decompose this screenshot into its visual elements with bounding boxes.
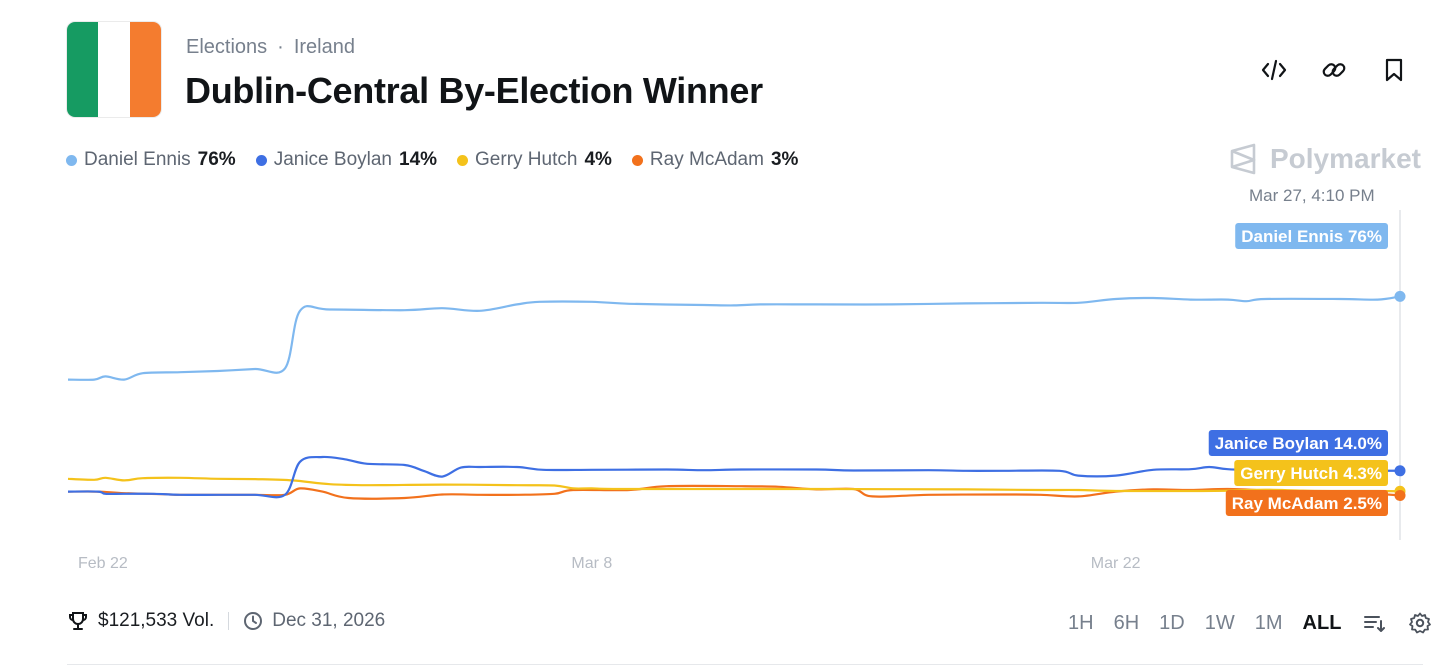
flag-orange-band — [129, 22, 161, 117]
flag-white-band — [98, 22, 130, 117]
header-actions — [1259, 54, 1409, 86]
legend-dot-daniel-ennis — [66, 154, 77, 166]
clock-icon — [244, 612, 263, 630]
series-line-janice-boylan — [67, 455, 1401, 499]
legend-dot-gerry-hutch — [457, 154, 469, 166]
breadcrumb: Elections · Ireland — [186, 36, 355, 59]
end-label-text: Janice Boylan 14.0% — [1215, 434, 1382, 453]
legend-value: 3% — [770, 149, 799, 170]
chart-settings-button[interactable] — [1407, 610, 1433, 636]
range-all[interactable]: ALL — [1302, 611, 1342, 634]
series-end-point-daniel-ennis — [1394, 290, 1406, 302]
legend-item-daniel-ennis[interactable]: Daniel Ennis 76% — [66, 149, 236, 171]
polymarket-watermark: Polymarket — [1228, 143, 1421, 175]
legend-name: Gerry Hutch — [475, 149, 578, 170]
legend-name: Janice Boylan — [273, 149, 392, 170]
volume-stat: $121,533 Vol. — [67, 610, 214, 632]
range-1d[interactable]: 1D — [1159, 611, 1185, 634]
series-end-label-janice-boylan: Janice Boylan 14.0% — [1208, 430, 1388, 456]
breadcrumb-ireland[interactable]: Ireland — [293, 36, 355, 58]
x-tick-label: Mar 8 — [571, 555, 612, 572]
bookmark-button[interactable] — [1379, 54, 1409, 86]
series-end-point-ray-mcadam — [1394, 489, 1406, 501]
polymarket-logo-icon — [1230, 143, 1256, 175]
x-tick-label: Mar 22 — [1091, 555, 1141, 572]
bookmark-icon — [1385, 58, 1403, 82]
series-end-label-gerry-hutch: Gerry Hutch 4.3% — [1234, 460, 1388, 486]
end-label-text: Daniel Ennis 76% — [1241, 227, 1382, 246]
legend-item-ray-mcadam[interactable]: Ray McAdam 3% — [631, 149, 799, 171]
range-1h[interactable]: 1H — [1068, 611, 1094, 634]
series-end-label-daniel-ennis: Daniel Ennis 76% — [1235, 223, 1388, 249]
legend-name: Ray McAdam — [649, 149, 764, 170]
gear-icon — [1409, 612, 1432, 634]
legend-name: Daniel Ennis — [84, 149, 191, 170]
end-date-value: Dec 31, 2026 — [272, 610, 386, 631]
legend-value: 14% — [399, 149, 438, 170]
breadcrumb-separator: · — [277, 36, 284, 58]
series-end-label-ray-mcadam: Ray McAdam 2.5% — [1225, 490, 1388, 516]
footer-divider-line — [67, 664, 1423, 665]
series-end-point-janice-boylan — [1394, 465, 1406, 477]
breadcrumb-elections[interactable]: Elections — [186, 36, 268, 58]
legend-value: 4% — [584, 149, 612, 170]
embed-code-icon — [1261, 59, 1287, 81]
price-chart[interactable]: Feb 22 Mar 8 Mar 22 Daniel Ennis 76% Janice … — [0, 0, 1456, 600]
time-range-selector: 1H 6H 1D 1W 1M ALL — [1068, 610, 1433, 636]
legend-dot-janice-boylan — [255, 154, 267, 166]
legend-value: 76% — [197, 149, 236, 170]
end-label-text: Gerry Hutch 4.3% — [1240, 464, 1382, 483]
market-title: Dublin-Central By-Election Winner — [185, 70, 763, 111]
end-label-box — [1208, 430, 1388, 456]
legend-dot-ray-mcadam — [631, 154, 643, 166]
end-date-stat: Dec 31, 2026 — [243, 610, 385, 632]
ireland-flag — [67, 22, 161, 117]
series-line-daniel-ennis — [67, 295, 1401, 381]
end-label-box — [1225, 490, 1388, 516]
embed-code-button[interactable] — [1259, 54, 1289, 86]
hover-timestamp: Mar 27, 4:10 PM — [1249, 186, 1375, 205]
link-icon — [1322, 63, 1346, 77]
range-6h[interactable]: 6H — [1113, 611, 1140, 634]
footer-divider — [228, 612, 230, 630]
chart-legend: Daniel Ennis 76% Janice Boylan 14% Gerry… — [66, 149, 798, 171]
range-1w[interactable]: 1W — [1204, 611, 1235, 634]
x-tick-label: Feb 22 — [78, 555, 128, 572]
trophy-icon — [69, 612, 87, 630]
brand-name: Polymarket — [1270, 143, 1421, 174]
market-stats: $121,533 Vol. Dec 31, 2026 — [67, 610, 385, 632]
copy-link-button[interactable] — [1319, 54, 1349, 86]
volume-value: $121,533 Vol. — [98, 610, 215, 631]
sort-lines-icon — [1364, 616, 1386, 632]
end-label-text: Ray McAdam 2.5% — [1232, 494, 1382, 513]
sort-series-button[interactable] — [1361, 610, 1387, 636]
range-1m[interactable]: 1M — [1254, 611, 1283, 634]
legend-item-janice-boylan[interactable]: Janice Boylan 14% — [255, 149, 438, 171]
legend-item-gerry-hutch[interactable]: Gerry Hutch 4% — [457, 149, 612, 171]
end-label-box — [1234, 460, 1388, 486]
flag-green-band — [67, 22, 99, 117]
end-label-box — [1235, 223, 1388, 249]
